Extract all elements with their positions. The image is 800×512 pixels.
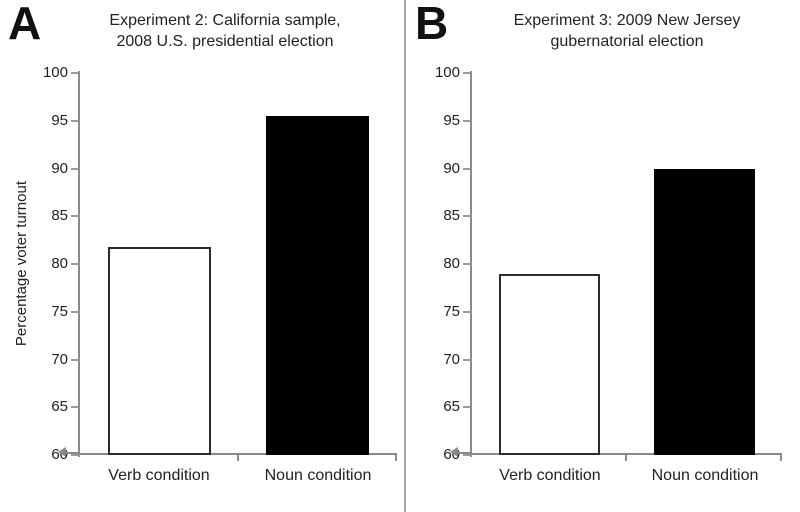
- x-axis-line: [470, 453, 782, 455]
- y-tick-label: 80: [51, 255, 68, 272]
- bar-verb-condition: [499, 274, 600, 455]
- y-tick-mark: [463, 167, 471, 170]
- origin-arrow-head: [58, 447, 66, 457]
- plot-area-A: Percentage voter turnout 60 65 70 75 80 85 90 9…: [13, 64, 397, 484]
- y-tick-mark: [463, 263, 471, 265]
- bar-noun-condition: [266, 116, 369, 455]
- y-tick-label: 100: [42, 64, 68, 81]
- y-tick-label: 70: [51, 350, 68, 368]
- origin-arrow-icon: [58, 447, 80, 457]
- y-tick-mark: [71, 167, 79, 170]
- y-tick-label: 65: [443, 398, 460, 416]
- y-tick-label: 75: [443, 302, 460, 320]
- y-tick-mark: [71, 454, 79, 456]
- y-tick-label: 85: [51, 207, 68, 225]
- y-tick-mark: [71, 406, 79, 409]
- chart-title-A: Experiment 2: California sample, 2008 U.…: [40, 10, 410, 52]
- x-axis-line: [78, 453, 397, 455]
- x-boundary-tick: [625, 455, 627, 461]
- bar-noun-condition: [654, 169, 755, 455]
- bar-verb-condition: [108, 247, 211, 455]
- x-category-label: Verb condition: [108, 467, 210, 484]
- y-tick-mark: [71, 215, 79, 218]
- y-tick-mark: [463, 358, 471, 361]
- y-tick-label: 100: [434, 64, 460, 81]
- y-tick-mark: [71, 72, 79, 74]
- chart-title-B: Experiment 3: 2009 New Jersey gubernator…: [452, 10, 800, 52]
- panel-divider: [404, 0, 406, 512]
- y-tick-mark: [463, 406, 471, 409]
- y-tick-mark: [463, 310, 471, 313]
- y-tick-mark: [71, 358, 79, 361]
- y-axis-line: [470, 71, 472, 457]
- y-tick-label: 90: [443, 159, 460, 177]
- panel-A: A Experiment 2: California sample, 2008 …: [8, 0, 397, 484]
- y-tick-label: 85: [443, 207, 460, 225]
- y-tick-mark: [463, 215, 471, 218]
- y-tick-label: 95: [51, 111, 68, 129]
- y-axis-line: [78, 71, 80, 457]
- chart-title-line1: Experiment 2: California sample,: [109, 12, 341, 29]
- y-tick-label: 70: [443, 350, 460, 368]
- panel-B: B Experiment 3: 2009 New Jersey gubernat…: [406, 0, 800, 512]
- x-boundary-tick: [780, 455, 782, 461]
- y-tick-mark: [71, 263, 79, 265]
- origin-arrow-head: [450, 447, 458, 457]
- y-tick-label: 80: [443, 255, 460, 272]
- plot-area-B: 60 65 70 75 80 85 90 95 100 Verb condition Noun co…: [435, 64, 782, 484]
- y-tick-label: 95: [443, 111, 460, 129]
- x-boundary-tick: [395, 455, 397, 461]
- chart-title-line2: gubernatorial election: [550, 33, 704, 50]
- y-tick-mark: [463, 119, 471, 122]
- y-tick-label: 75: [51, 302, 68, 320]
- panel-letter-B: B: [415, 0, 449, 49]
- y-tick-label: 90: [51, 159, 68, 177]
- x-boundary-tick: [236, 455, 239, 461]
- x-category-label: Noun condition: [651, 467, 759, 484]
- chart-title-line1: Experiment 3: 2009 New Jersey: [513, 12, 741, 29]
- y-tick-mark: [463, 72, 471, 74]
- y-tick-label: 65: [51, 398, 68, 416]
- y-tick-mark: [71, 119, 79, 122]
- y-tick-mark: [463, 454, 471, 456]
- origin-arrow-shaft: [62, 452, 80, 454]
- chart-title-line2: 2008 U.S. presidential election: [116, 33, 334, 50]
- y-tick-mark: [71, 310, 79, 313]
- x-category-label: Noun condition: [264, 467, 372, 484]
- x-category-label: Verb condition: [499, 467, 601, 484]
- origin-arrow-shaft: [454, 452, 472, 454]
- origin-arrow-icon: [450, 447, 472, 457]
- panel-letter-A: A: [8, 0, 42, 49]
